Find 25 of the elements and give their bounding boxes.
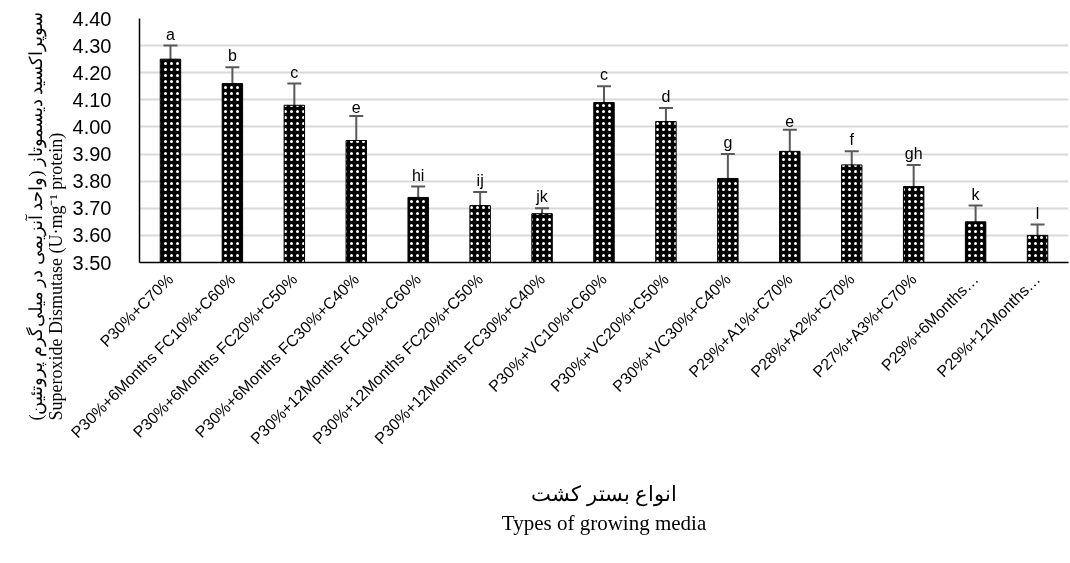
annotation: c	[600, 66, 608, 84]
y-tick-label: 3.60	[72, 224, 112, 247]
annotation: e	[351, 99, 361, 117]
y-tick-label: 3.90	[72, 143, 112, 166]
y-tick-label: 4.40	[72, 7, 112, 30]
annotation: d	[661, 87, 671, 105]
annotation: f	[849, 131, 855, 149]
y-tick-label: 3.70	[72, 197, 112, 220]
annotation: gh	[904, 144, 923, 162]
annotation: jk	[535, 188, 549, 206]
y-tick-label: 3.80	[72, 170, 112, 193]
y-tick-label: 4.00	[72, 115, 112, 138]
y-tick-label: 3.50	[72, 251, 112, 274]
annotation: hi	[411, 166, 425, 184]
annotation: c	[290, 63, 299, 81]
annotation: k	[971, 185, 981, 203]
annotation: a	[166, 25, 176, 43]
annotation: e	[785, 112, 795, 130]
annotation: l	[1035, 204, 1040, 222]
y-tick-label: 4.20	[72, 61, 112, 84]
y-tick-label: 4.30	[72, 34, 112, 57]
annotation: b	[227, 47, 237, 65]
annotation: ij	[476, 172, 484, 190]
annotation: g	[723, 134, 733, 152]
y-tick-label: 4.10	[72, 88, 112, 111]
